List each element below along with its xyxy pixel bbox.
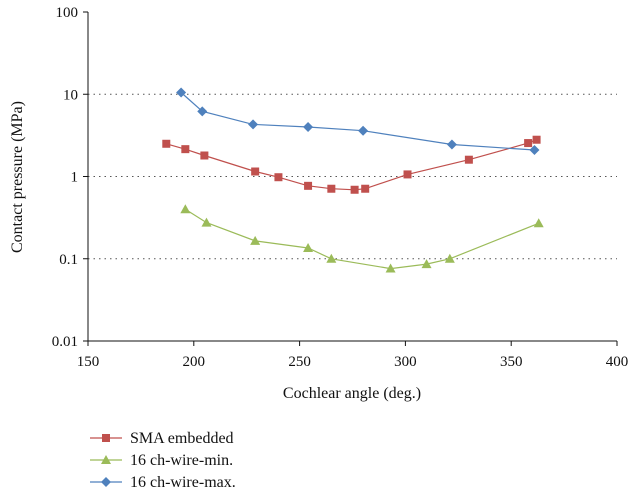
legend-label: 16 ch-wire-max. (130, 474, 236, 491)
y-tick-label: 100 (56, 5, 79, 21)
data-point (180, 204, 191, 214)
series-16-ch-wire-max (176, 87, 540, 155)
data-point (361, 184, 370, 193)
x-axis-title: Cochlear angle (deg.) (283, 385, 421, 402)
data-point (303, 243, 314, 253)
data-point (385, 263, 396, 273)
x-tick-label: 400 (606, 354, 629, 370)
data-point (529, 144, 540, 155)
series-line (180, 92, 535, 151)
legend-marker (101, 455, 111, 464)
data-point (162, 139, 171, 148)
x-tick-label: 250 (288, 354, 311, 370)
data-point (248, 119, 259, 130)
data-point (250, 235, 261, 245)
legend-item: SMA embedded (90, 430, 234, 447)
data-point (201, 217, 212, 227)
x-tick-label: 300 (394, 354, 417, 370)
series-sma-embedded (162, 135, 541, 194)
x-tick-label: 350 (500, 354, 523, 370)
data-point (524, 139, 533, 148)
series-line (166, 139, 537, 191)
data-point (444, 253, 455, 263)
legend-label: 16 ch-wire-min. (130, 452, 233, 469)
data-point (304, 181, 313, 190)
legend-item: 16 ch-wire-max. (90, 474, 236, 491)
legend-marker (101, 477, 111, 487)
data-point (350, 185, 359, 194)
legend-item: 16 ch-wire-min. (90, 452, 233, 469)
x-tick-label: 150 (77, 354, 100, 370)
y-tick-label: 0.01 (52, 334, 78, 350)
series-line (184, 208, 539, 270)
data-point (251, 167, 260, 176)
legend: SMA embedded 16 ch-wire-min. 16 ch-wire-ma… (90, 430, 236, 491)
axes (83, 11, 618, 346)
y-tick-label: 10 (63, 87, 78, 103)
y-tick-label: 0.1 (59, 252, 78, 268)
grid-lines (88, 93, 617, 260)
series-16-ch-wire-min (180, 204, 544, 273)
data-point (200, 151, 209, 160)
data-point (358, 125, 369, 136)
legend-marker (102, 434, 110, 442)
data-point (464, 155, 473, 164)
data-point (181, 145, 190, 154)
data-point (532, 135, 541, 144)
series-layer (162, 87, 544, 273)
data-point (326, 253, 337, 263)
legend-label: SMA embedded (130, 430, 234, 447)
y-tick-label: 1 (71, 170, 79, 186)
data-point (176, 87, 187, 98)
data-point (274, 173, 283, 182)
data-point (327, 184, 336, 193)
data-point (303, 121, 314, 132)
data-point (421, 259, 432, 269)
tick-labels: 0.01 0.1 1 10 100 150 200 250 300 350 400 (52, 5, 629, 370)
y-axis-title: Contact pressure (MPa) (9, 101, 26, 253)
data-point (197, 106, 208, 117)
x-tick-label: 200 (183, 354, 206, 370)
data-point (403, 170, 412, 179)
data-point (446, 139, 457, 150)
data-point (533, 218, 544, 228)
